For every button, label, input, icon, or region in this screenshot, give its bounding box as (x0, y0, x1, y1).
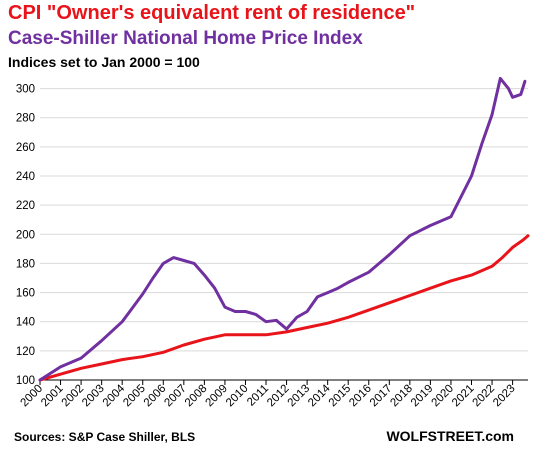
x-tick-label: 2008 (183, 383, 210, 410)
y-tick-label: 100 (16, 375, 35, 387)
series-line-1 (38, 234, 530, 382)
x-tick-label: 2023 (491, 383, 518, 410)
x-tick-label: 2013 (286, 383, 313, 410)
series-line-2 (38, 76, 527, 382)
y-tick-label: 240 (16, 171, 35, 183)
x-tick-label: 2002 (60, 383, 87, 410)
y-tick-label: 280 (16, 113, 35, 125)
x-tick-label: 2022 (471, 383, 498, 410)
x-tick-label: 2018 (388, 383, 415, 410)
y-tick-label: 120 (16, 346, 35, 358)
x-tick-label: 2003 (80, 383, 107, 410)
x-tick-label: 2016 (347, 383, 374, 410)
x-tick-label: 2015 (327, 383, 354, 410)
x-tick-label: 2007 (162, 383, 189, 410)
x-tick-label: 2011 (245, 383, 271, 409)
y-tick-label: 160 (16, 288, 35, 300)
x-tick-label: 2010 (224, 383, 251, 410)
x-tick-label: 2020 (429, 383, 456, 410)
x-tick-label: 2005 (121, 383, 148, 410)
chart-title: CPI "Owner's equivalent rent of residenc… (8, 2, 416, 24)
x-tick-label: 2004 (101, 382, 128, 409)
x-tick-label: 2017 (368, 383, 395, 410)
x-tick-label: 2019 (409, 383, 436, 410)
chart-subtitle: Case-Shiller National Home Price Index (8, 28, 363, 49)
x-tick-label: 2001 (39, 383, 66, 410)
x-tick-label: 2014 (306, 382, 333, 409)
x-tick-label: 2021 (450, 383, 477, 410)
brand-label: WOLFSTREET.com (386, 428, 514, 444)
chart-note: Indices set to Jan 2000 = 100 (8, 54, 200, 70)
y-tick-label: 180 (16, 258, 35, 270)
y-tick-label: 140 (16, 317, 35, 329)
x-tick-label: 2006 (142, 383, 169, 410)
y-tick-label: 200 (16, 229, 35, 241)
chart-source: Sources: S&P Case Shiller, BLS (14, 430, 196, 444)
y-tick-label: 260 (16, 142, 35, 154)
x-tick-label: 2012 (265, 383, 292, 410)
y-tick-label: 300 (16, 84, 35, 96)
x-tick-label: 2009 (203, 383, 230, 410)
y-tick-label: 220 (16, 200, 35, 212)
